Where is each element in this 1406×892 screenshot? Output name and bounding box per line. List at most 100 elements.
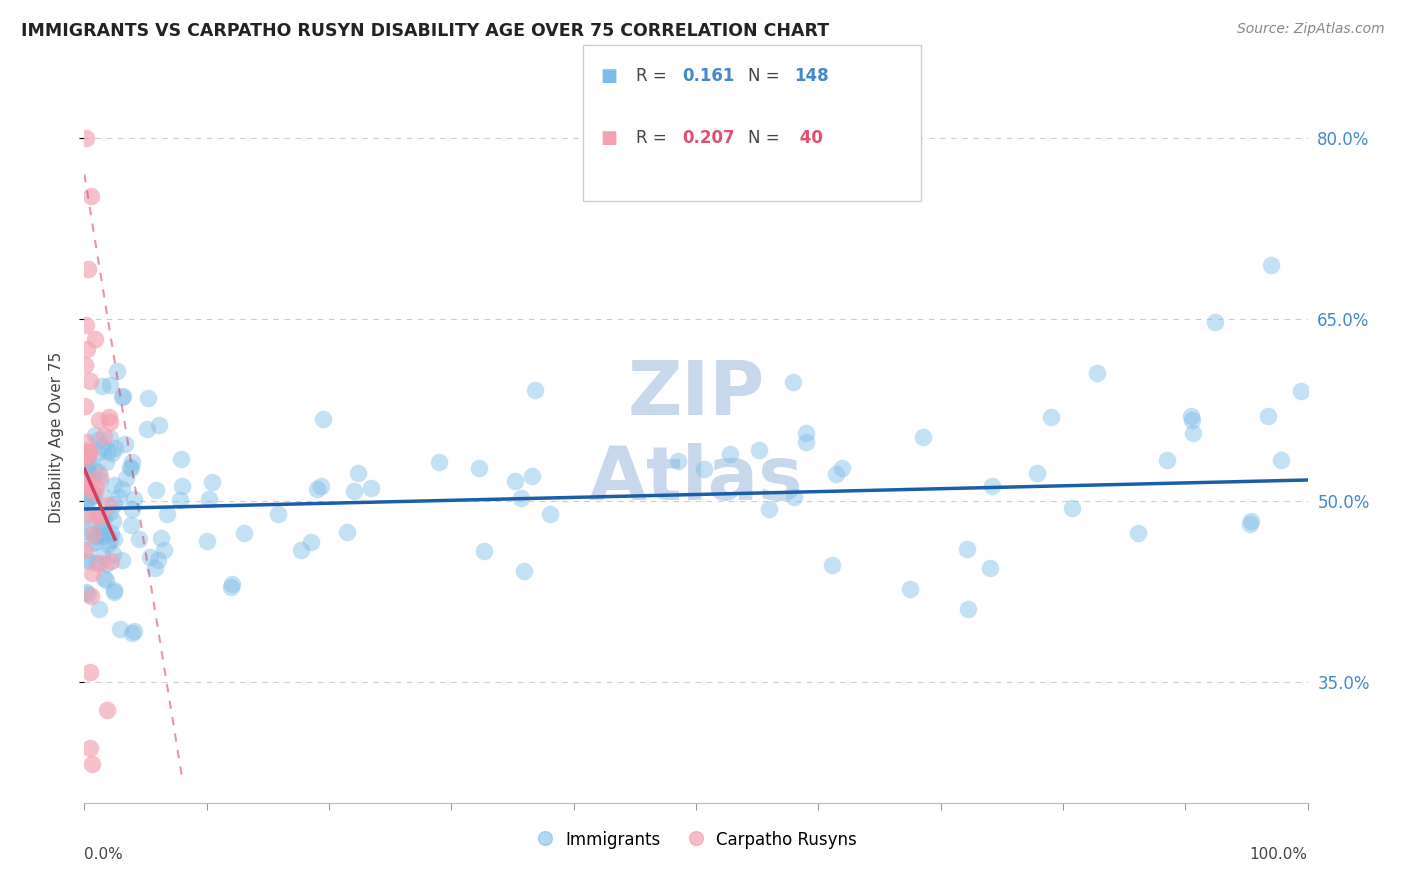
Point: [75, 492, 97, 507]
Point: [898, 582, 921, 596]
Point: [96, 703, 118, 717]
Point: [77, 445, 100, 459]
Point: [77, 478, 100, 492]
Point: [76, 473, 98, 487]
Point: [1087, 366, 1109, 380]
Point: [101, 514, 124, 528]
Point: [195, 533, 218, 548]
Point: [84, 529, 107, 543]
Text: 148: 148: [794, 67, 830, 85]
Point: [75, 584, 97, 599]
Text: ■: ■: [600, 129, 617, 147]
Point: [1060, 501, 1083, 516]
Point: [89, 413, 111, 427]
Point: [79, 189, 101, 203]
Point: [90, 520, 112, 534]
Point: [80, 471, 103, 485]
Point: [94, 574, 117, 588]
Point: [93, 429, 115, 443]
Point: [122, 491, 145, 506]
Point: [510, 491, 533, 506]
Point: [75, 358, 97, 372]
Point: [145, 483, 167, 497]
Point: [91, 520, 114, 534]
Point: [83, 488, 105, 502]
Point: [114, 437, 136, 451]
Point: [198, 491, 221, 506]
Point: [156, 507, 179, 521]
Point: [75, 318, 97, 333]
Point: [143, 561, 166, 575]
Point: [93, 511, 115, 525]
Point: [90, 440, 112, 454]
Point: [1239, 517, 1261, 532]
Point: [782, 490, 804, 504]
Point: [522, 469, 544, 483]
Point: [221, 576, 243, 591]
Point: [87, 602, 110, 616]
Point: [831, 461, 853, 475]
Point: [77, 482, 100, 496]
Point: [100, 554, 122, 568]
Point: [86, 556, 108, 570]
Point: [955, 542, 977, 557]
Point: [120, 460, 142, 475]
Point: [91, 490, 114, 504]
Point: [128, 533, 150, 547]
Point: [267, 507, 290, 521]
Point: [97, 444, 120, 458]
Text: 100.0%: 100.0%: [1250, 847, 1308, 862]
Point: [79, 489, 101, 503]
Text: IMMIGRANTS VS CARPATHO RUSYN DISABILITY AGE OVER 75 CORRELATION CHART: IMMIGRANTS VS CARPATHO RUSYN DISABILITY …: [21, 22, 830, 40]
Point: [748, 442, 770, 457]
Point: [108, 622, 131, 636]
Point: [111, 482, 134, 496]
Point: [794, 434, 817, 449]
Point: [1204, 315, 1226, 329]
Point: [73, 446, 96, 460]
Point: [513, 564, 536, 578]
Point: [91, 529, 114, 543]
Point: [121, 501, 143, 516]
Point: [79, 456, 101, 470]
Point: [73, 443, 96, 458]
Point: [1260, 258, 1282, 272]
Point: [115, 471, 138, 485]
Point: [149, 531, 172, 545]
Point: [87, 444, 110, 458]
Point: [981, 479, 1004, 493]
Point: [103, 583, 125, 598]
Point: [305, 482, 328, 496]
Point: [83, 462, 105, 476]
Legend: Immigrants, Carpatho Rusyns: Immigrants, Carpatho Rusyns: [536, 831, 856, 849]
Point: [103, 532, 125, 546]
Point: [79, 665, 101, 679]
Point: [75, 552, 97, 566]
Point: [79, 741, 101, 756]
Point: [75, 434, 97, 449]
Point: [1240, 514, 1263, 528]
Point: [912, 430, 935, 444]
Point: [76, 262, 98, 277]
Point: [782, 376, 804, 390]
Point: [1270, 452, 1292, 467]
Point: [75, 450, 97, 465]
Point: [824, 467, 846, 481]
Point: [80, 757, 103, 772]
Point: [97, 499, 120, 513]
Point: [98, 431, 121, 445]
Point: [100, 526, 122, 541]
Point: [86, 509, 108, 524]
Point: [80, 589, 103, 603]
Point: [101, 446, 124, 460]
Text: Source: ZipAtlas.com: Source: ZipAtlas.com: [1237, 22, 1385, 37]
Point: [118, 460, 141, 475]
Point: [468, 460, 491, 475]
Point: [121, 625, 143, 640]
Text: 0.0%: 0.0%: [84, 847, 124, 862]
Point: [957, 601, 980, 615]
Text: R =: R =: [636, 129, 666, 147]
Point: [79, 445, 101, 459]
Point: [346, 467, 368, 481]
Point: [103, 478, 125, 492]
